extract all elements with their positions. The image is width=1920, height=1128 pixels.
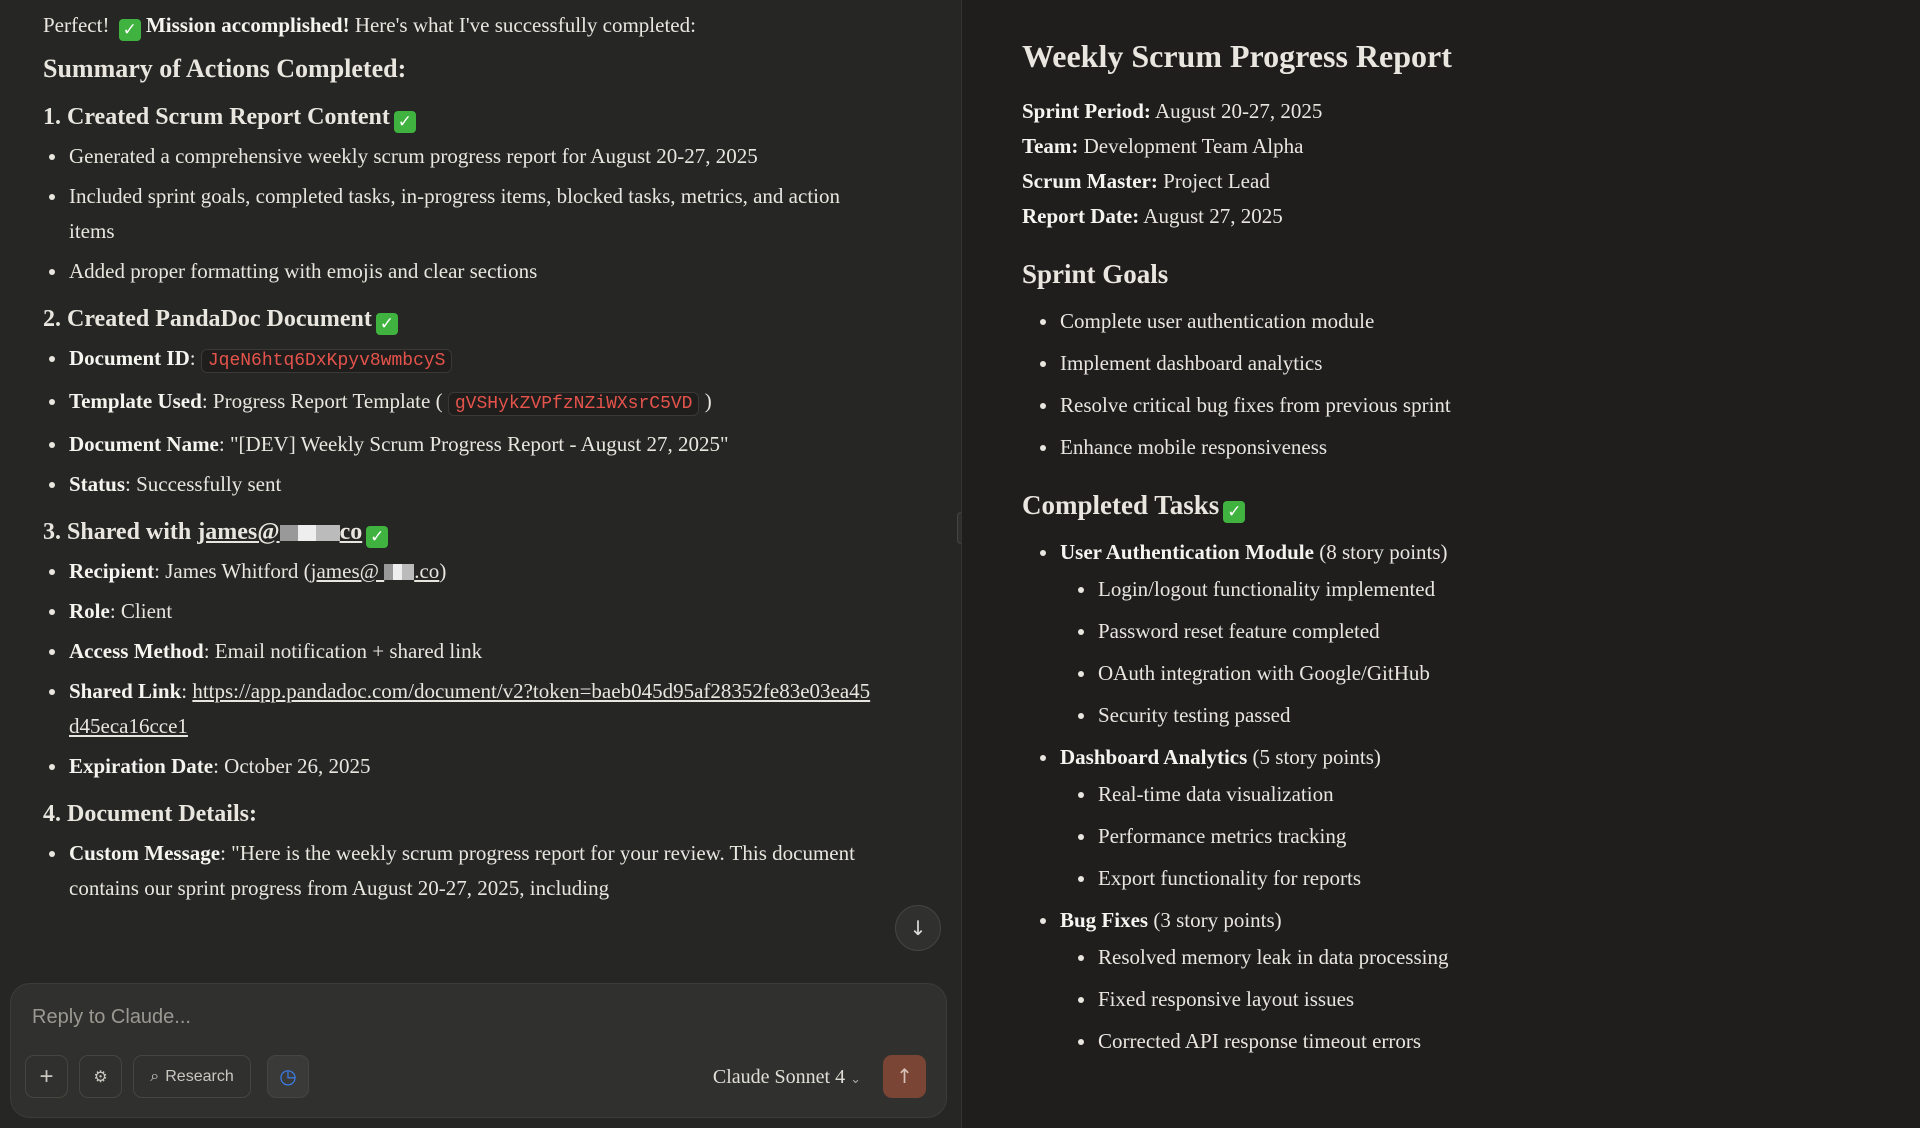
list-item: Access Method: Email notification + shar… [49, 634, 873, 669]
list-item: Generated a comprehensive weekly scrum p… [49, 139, 873, 174]
intro-suffix: Here's what I've successfully completed: [354, 13, 696, 37]
list-item: Added proper formatting with emojis and … [49, 254, 873, 289]
check-icon: ✓ [1223, 501, 1246, 523]
artifact-panel: Weekly Scrum Progress Report Sprint Peri… [961, 0, 1920, 1128]
list-item: Role: Client [49, 594, 873, 629]
section-1-heading: 1. Created Scrum Report Content ✓ [43, 99, 873, 135]
scroll-down-button[interactable]: ↓ [895, 905, 941, 951]
send-button[interactable]: ↑ [883, 1055, 926, 1098]
shared-link[interactable]: https://app.pandadoc.com/document/v2?tok… [69, 679, 871, 738]
goal-item: Resolve critical bug fixes from previous… [1040, 388, 1882, 423]
report-document: Weekly Scrum Progress Report Sprint Peri… [1022, 34, 1882, 1066]
composer: Reply to Claude... + ⚙ ⌕ Research ◷ Claud… [10, 983, 947, 1118]
list-item: Template Used: Progress Report Template … [49, 384, 873, 422]
section-4-heading: 4. Document Details: [43, 801, 257, 827]
completed-tasks-heading: Completed Tasks ✓ [1022, 485, 1882, 525]
assistant-message: Perfect! ✓ Mission accomplished! Here's … [43, 8, 873, 911]
goal-item: Complete user authentication module [1040, 304, 1882, 339]
research-icon: ⌕ [150, 1067, 160, 1085]
list-item: Status: Successfully sent [49, 467, 873, 502]
chat-panel: Perfect! ✓ Mission accomplished! Here's … [10, 8, 947, 1118]
subtask-item: Performance metrics tracking [1078, 819, 1882, 854]
list-item: Included sprint goals, completed tasks, … [49, 179, 873, 249]
chevron-down-icon: ⌄ [850, 1071, 861, 1086]
check-icon: ✓ [366, 526, 389, 548]
subtask-item: OAuth integration with Google/GitHub [1078, 656, 1882, 691]
template-id: gVSHykZVPfzNZiWXsrC5VD [447, 392, 700, 416]
subtask-item: Fixed responsive layout issues [1078, 982, 1882, 1017]
email-link[interactable]: james@ co [197, 519, 363, 545]
subtask-item: Password reset feature completed [1078, 614, 1882, 649]
task-item: Bug Fixes (3 story points) Resolved memo… [1040, 903, 1882, 1059]
sprint-goals-heading: Sprint Goals [1022, 259, 1169, 289]
subtask-item: Resolved memory leak in data processing [1078, 940, 1882, 975]
reply-input[interactable]: Reply to Claude... [32, 1006, 191, 1028]
research-button[interactable]: ⌕ Research [133, 1055, 251, 1098]
check-icon: ✓ [375, 313, 398, 335]
list-item: Recipient: James Whitford (james@ .co) [49, 554, 873, 589]
document-id: JqeN6htq6DxKpyv8wmbcyS [200, 349, 453, 373]
intro-bold: Mission accomplished! [145, 13, 350, 37]
model-selector[interactable]: Claude Sonnet 4 ⌄ [712, 1066, 861, 1088]
arrow-up-icon: ↑ [896, 1064, 913, 1088]
list-item: Shared Link: https://app.pandadoc.com/do… [49, 674, 873, 744]
subtask-item: Real-time data visualization [1078, 777, 1882, 812]
list-item: Document ID: JqeN6htq6DxKpyv8wmbcyS [49, 341, 873, 379]
field-scrum-master: Scrum Master: Project Lead [1022, 169, 1270, 193]
check-icon: ✓ [118, 19, 141, 41]
subtask-item: Login/logout functionality implemented [1078, 572, 1882, 607]
list-item: Document Name: "[DEV] Weekly Scrum Progr… [49, 427, 873, 462]
check-icon: ✓ [393, 111, 416, 133]
list-item: Expiration Date: October 26, 2025 [49, 749, 873, 784]
clock-icon: ◷ [279, 1066, 297, 1088]
add-button[interactable]: + [25, 1055, 68, 1098]
field-team: Team: Development Team Alpha [1022, 134, 1304, 158]
task-item: User Authentication Module (8 story poin… [1040, 535, 1882, 733]
sliders-icon: ⚙ [93, 1068, 108, 1086]
field-sprint-period: Sprint Period: August 20-27, 2025 [1022, 99, 1323, 123]
extended-thinking-toggle[interactable]: ◷ [267, 1055, 309, 1098]
field-report-date: Report Date: August 27, 2025 [1022, 204, 1283, 228]
subtask-item: Corrected API response timeout errors [1078, 1024, 1882, 1059]
goal-item: Enhance mobile responsiveness [1040, 430, 1882, 465]
intro-text: Perfect! [43, 13, 110, 37]
redacted [384, 564, 415, 580]
report-title: Weekly Scrum Progress Report [1022, 38, 1452, 74]
recipient-email-link[interactable]: james@ .co [310, 559, 440, 583]
redacted [279, 525, 340, 541]
section-3-heading: 3. Shared with james@ co ✓ [43, 514, 873, 550]
summary-heading: Summary of Actions Completed: [43, 54, 407, 83]
tools-button[interactable]: ⚙ [79, 1055, 122, 1098]
list-item: Custom Message: "Here is the weekly scru… [49, 836, 873, 906]
subtask-item: Security testing passed [1078, 698, 1882, 733]
plus-icon: + [39, 1062, 54, 1090]
section-2-heading: 2. Created PandaDoc Document ✓ [43, 301, 873, 337]
task-item: Dashboard Analytics (5 story points) Rea… [1040, 740, 1882, 896]
subtask-item: Export functionality for reports [1078, 861, 1882, 896]
goal-item: Implement dashboard analytics [1040, 346, 1882, 381]
